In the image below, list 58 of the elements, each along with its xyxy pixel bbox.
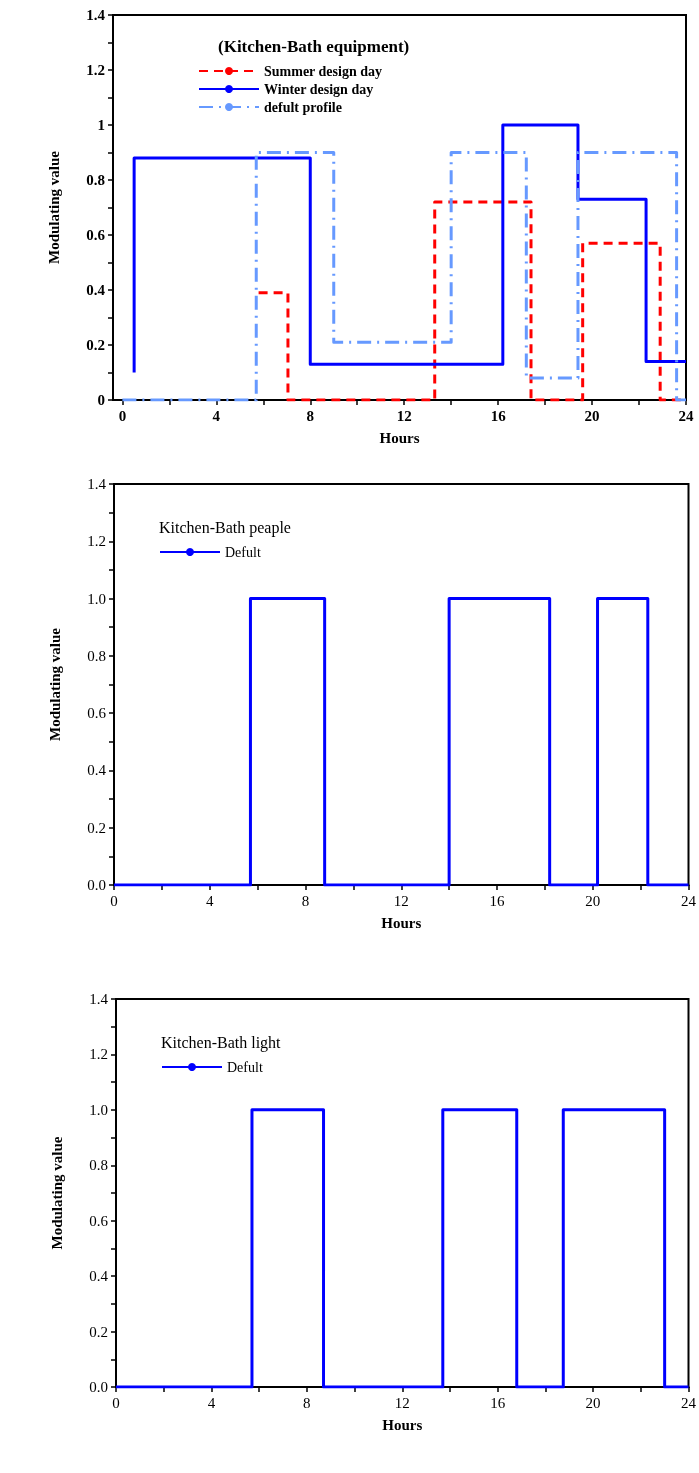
y-tick-label: 0.6 — [86, 227, 106, 243]
x-tick-label: 24 — [681, 1394, 697, 1411]
x-tick-label: 8 — [306, 407, 315, 424]
y-tick-label: 0 — [97, 392, 105, 408]
y-tick-label: 0.4 — [86, 282, 106, 298]
x-tick-label: 8 — [303, 1394, 311, 1411]
x-tick-label: 20 — [585, 892, 601, 909]
y-tick-label: 0.8 — [89, 1157, 108, 1174]
legend-label: Defult — [225, 544, 261, 560]
y-tick-label: 1.2 — [86, 62, 105, 78]
y-tick-label: 0.2 — [87, 819, 106, 836]
y-tick-label: 1 — [97, 117, 105, 133]
y-tick-label: 0.6 — [87, 705, 107, 722]
y-axis-title: Modulating value — [46, 627, 63, 741]
x-tick-label: 12 — [393, 892, 409, 909]
x-tick-label: 24 — [681, 892, 697, 909]
x-tick-label: 4 — [207, 1394, 216, 1411]
y-tick-label: 1.4 — [86, 7, 106, 23]
x-tick-label: 16 — [490, 1394, 506, 1411]
y-tick-label: 0.8 — [87, 647, 106, 664]
y-tick-label: 0.2 — [86, 337, 105, 353]
legend-label: Defult — [227, 1059, 263, 1075]
y-tick-label: 1.0 — [89, 1101, 108, 1118]
x-tick-label: 0 — [118, 407, 127, 424]
y-tick-label: 0.2 — [89, 1323, 108, 1340]
y-tick-label: 1.2 — [89, 1046, 108, 1063]
x-tick-label: 8 — [301, 892, 310, 909]
x-tick-label: 20 — [585, 1394, 601, 1411]
x-tick-label: 24 — [678, 407, 694, 424]
y-tick-label: 0.6 — [89, 1212, 109, 1229]
y-tick-label: 1.4 — [89, 991, 109, 1007]
legend-label: defult profile — [264, 99, 342, 115]
y-tick-label: 0.0 — [89, 1379, 108, 1395]
x-tick-label: 12 — [394, 1394, 410, 1411]
x-tick-label: 4 — [212, 407, 221, 424]
legend-label: Winter design day — [264, 81, 374, 97]
x-tick-label: 16 — [489, 892, 505, 909]
y-tick-label: 1.4 — [87, 476, 107, 492]
x-axis-title: Hours — [382, 1416, 423, 1433]
x-axis-title: Hours — [379, 429, 420, 446]
y-tick-label: 0.4 — [87, 762, 107, 779]
x-tick-label: 4 — [206, 892, 214, 909]
x-tick-label: 12 — [396, 407, 412, 424]
y-tick-label: 0.8 — [86, 172, 105, 188]
legend-label: Summer design day — [264, 63, 382, 79]
legend-title: (Kitchen-Bath equipment) — [218, 37, 410, 56]
y-tick-label: 0.0 — [87, 877, 106, 893]
x-tick-label: 16 — [490, 407, 507, 424]
x-tick-label: 20 — [584, 407, 600, 424]
x-tick-label: 0 — [112, 1394, 120, 1411]
y-axis-title: Modulating value — [48, 1136, 65, 1250]
y-tick-label: 1.0 — [87, 590, 106, 607]
legend-title: Kitchen-Bath light — [161, 1033, 282, 1052]
y-axis-title: Modulating value — [45, 150, 62, 264]
y-tick-label: 0.4 — [89, 1268, 109, 1285]
y-tick-label: 1.2 — [87, 533, 106, 550]
x-axis-title: Hours — [381, 914, 422, 931]
legend-title: Kitchen-Bath peaple — [159, 518, 291, 537]
